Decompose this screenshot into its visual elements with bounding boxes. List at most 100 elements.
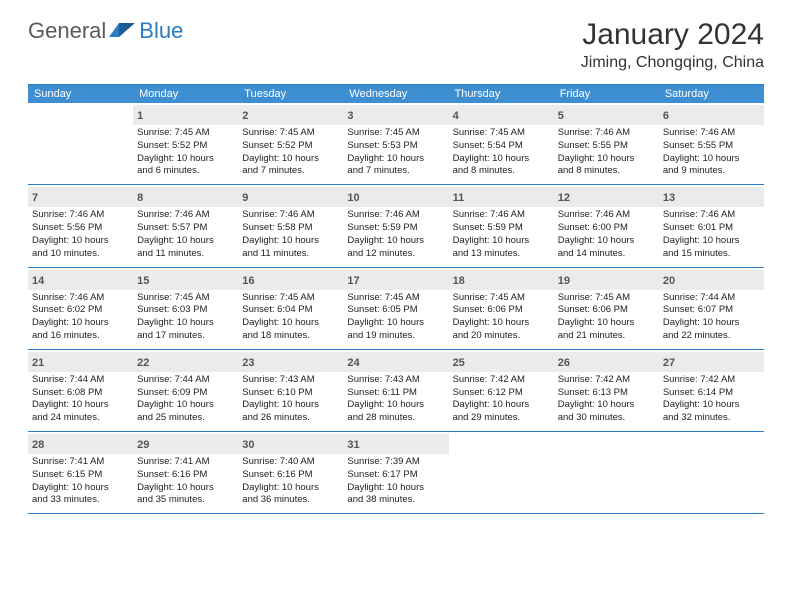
day-detail-line: Sunrise: 7:46 AM [453, 209, 550, 222]
day-detail-line: Sunset: 5:59 PM [453, 222, 550, 235]
location-label: Jiming, Chongqing, China [581, 54, 764, 72]
day-detail-line: Daylight: 10 hours [453, 153, 550, 166]
day-number-row: 5 [554, 105, 659, 125]
day-number-row: 1 [133, 105, 238, 125]
day-detail-line: Sunrise: 7:44 AM [137, 374, 234, 387]
day-detail-line: and 22 minutes. [663, 330, 760, 343]
day-number: 26 [558, 357, 570, 369]
week-row: 21Sunrise: 7:44 AMSunset: 6:08 PMDayligh… [28, 350, 764, 432]
day-cell: 5Sunrise: 7:46 AMSunset: 5:55 PMDaylight… [554, 103, 659, 184]
day-number-row: 9 [238, 187, 343, 207]
day-cell: 28Sunrise: 7:41 AMSunset: 6:15 PMDayligh… [28, 432, 133, 513]
day-detail-line: Sunrise: 7:46 AM [663, 127, 760, 140]
day-detail-line: Daylight: 10 hours [242, 399, 339, 412]
day-detail-line: Daylight: 10 hours [137, 153, 234, 166]
day-detail-line: and 9 minutes. [663, 165, 760, 178]
day-cell: 17Sunrise: 7:45 AMSunset: 6:05 PMDayligh… [343, 268, 448, 349]
day-number: 12 [558, 192, 570, 204]
day-detail-line: Sunset: 6:11 PM [347, 387, 444, 400]
day-cell: 7Sunrise: 7:46 AMSunset: 5:56 PMDaylight… [28, 185, 133, 266]
day-number: 3 [347, 110, 353, 122]
weekday-header-cell: Wednesday [343, 85, 448, 103]
day-detail-line: and 20 minutes. [453, 330, 550, 343]
day-number: 2 [242, 110, 248, 122]
day-detail-line: Sunrise: 7:45 AM [137, 127, 234, 140]
day-detail-line: Sunrise: 7:41 AM [32, 456, 129, 469]
day-detail-line: Sunrise: 7:46 AM [347, 209, 444, 222]
day-detail-line: Sunset: 6:01 PM [663, 222, 760, 235]
day-cell: 22Sunrise: 7:44 AMSunset: 6:09 PMDayligh… [133, 350, 238, 431]
day-detail-line: Sunset: 6:02 PM [32, 304, 129, 317]
day-detail-line: Sunset: 5:59 PM [347, 222, 444, 235]
day-cell: 26Sunrise: 7:42 AMSunset: 6:13 PMDayligh… [554, 350, 659, 431]
day-number-row: 18 [449, 270, 554, 290]
day-cell: 6Sunrise: 7:46 AMSunset: 5:55 PMDaylight… [659, 103, 764, 184]
day-detail-line: and 29 minutes. [453, 412, 550, 425]
title-block: January 2024 Jiming, Chongqing, China [581, 18, 764, 72]
day-cell: 19Sunrise: 7:45 AMSunset: 6:06 PMDayligh… [554, 268, 659, 349]
day-cell [554, 432, 659, 513]
logo-text-part1: General [28, 18, 106, 44]
day-detail-line: and 18 minutes. [242, 330, 339, 343]
day-cell: 21Sunrise: 7:44 AMSunset: 6:08 PMDayligh… [28, 350, 133, 431]
day-detail-line: Sunset: 6:07 PM [663, 304, 760, 317]
day-number-row: 28 [28, 434, 133, 454]
day-detail-line: and 13 minutes. [453, 248, 550, 261]
day-number-row: 30 [238, 434, 343, 454]
logo-text-part2: Blue [139, 18, 183, 44]
day-detail-line: Sunset: 5:54 PM [453, 140, 550, 153]
day-number-row: 22 [133, 352, 238, 372]
day-detail-line: and 11 minutes. [137, 248, 234, 261]
day-detail-line: and 12 minutes. [347, 248, 444, 261]
day-number: 27 [663, 357, 675, 369]
day-detail-line: Daylight: 10 hours [242, 317, 339, 330]
day-detail-line: Sunrise: 7:45 AM [453, 292, 550, 305]
day-number: 5 [558, 110, 564, 122]
day-number-row: 2 [238, 105, 343, 125]
day-number: 4 [453, 110, 459, 122]
day-detail-line: and 33 minutes. [32, 494, 129, 507]
day-cell: 12Sunrise: 7:46 AMSunset: 6:00 PMDayligh… [554, 185, 659, 266]
day-detail-line: Sunset: 5:58 PM [242, 222, 339, 235]
day-detail-line: Daylight: 10 hours [242, 235, 339, 248]
day-detail-line: Daylight: 10 hours [137, 235, 234, 248]
day-number-row: 10 [343, 187, 448, 207]
week-row: 7Sunrise: 7:46 AMSunset: 5:56 PMDaylight… [28, 185, 764, 267]
day-detail-line: and 19 minutes. [347, 330, 444, 343]
day-number: 17 [347, 275, 359, 287]
day-detail-line: Sunrise: 7:45 AM [558, 292, 655, 305]
day-number-row: 17 [343, 270, 448, 290]
week-row: 28Sunrise: 7:41 AMSunset: 6:15 PMDayligh… [28, 432, 764, 514]
day-number-row: 16 [238, 270, 343, 290]
day-detail-line: Sunrise: 7:46 AM [242, 209, 339, 222]
day-number-row: 25 [449, 352, 554, 372]
day-detail-line: Daylight: 10 hours [137, 399, 234, 412]
day-detail-line: Sunset: 6:06 PM [558, 304, 655, 317]
day-detail-line: Sunrise: 7:46 AM [32, 292, 129, 305]
day-number: 22 [137, 357, 149, 369]
day-number-row: 26 [554, 352, 659, 372]
weeks-container: 1Sunrise: 7:45 AMSunset: 5:52 PMDaylight… [28, 103, 764, 514]
day-detail-line: and 6 minutes. [137, 165, 234, 178]
day-detail-line: Daylight: 10 hours [558, 153, 655, 166]
day-cell: 23Sunrise: 7:43 AMSunset: 6:10 PMDayligh… [238, 350, 343, 431]
day-detail-line: Daylight: 10 hours [453, 399, 550, 412]
day-number: 20 [663, 275, 675, 287]
day-detail-line: Sunrise: 7:46 AM [558, 209, 655, 222]
day-detail-line: Sunrise: 7:42 AM [663, 374, 760, 387]
day-detail-line: Sunrise: 7:45 AM [242, 127, 339, 140]
day-detail-line: Daylight: 10 hours [32, 317, 129, 330]
day-detail-line: Sunrise: 7:44 AM [663, 292, 760, 305]
day-detail-line: Sunrise: 7:39 AM [347, 456, 444, 469]
day-number: 30 [242, 439, 254, 451]
weekday-header-row: SundayMondayTuesdayWednesdayThursdayFrid… [28, 85, 764, 103]
logo: General Blue [28, 18, 183, 44]
day-cell: 14Sunrise: 7:46 AMSunset: 6:02 PMDayligh… [28, 268, 133, 349]
day-detail-line: Sunset: 6:05 PM [347, 304, 444, 317]
day-number: 29 [137, 439, 149, 451]
day-detail-line: Sunrise: 7:46 AM [663, 209, 760, 222]
day-detail-line: and 14 minutes. [558, 248, 655, 261]
day-number-row: 6 [659, 105, 764, 125]
day-detail-line: Sunset: 5:52 PM [137, 140, 234, 153]
day-detail-line: and 8 minutes. [453, 165, 550, 178]
